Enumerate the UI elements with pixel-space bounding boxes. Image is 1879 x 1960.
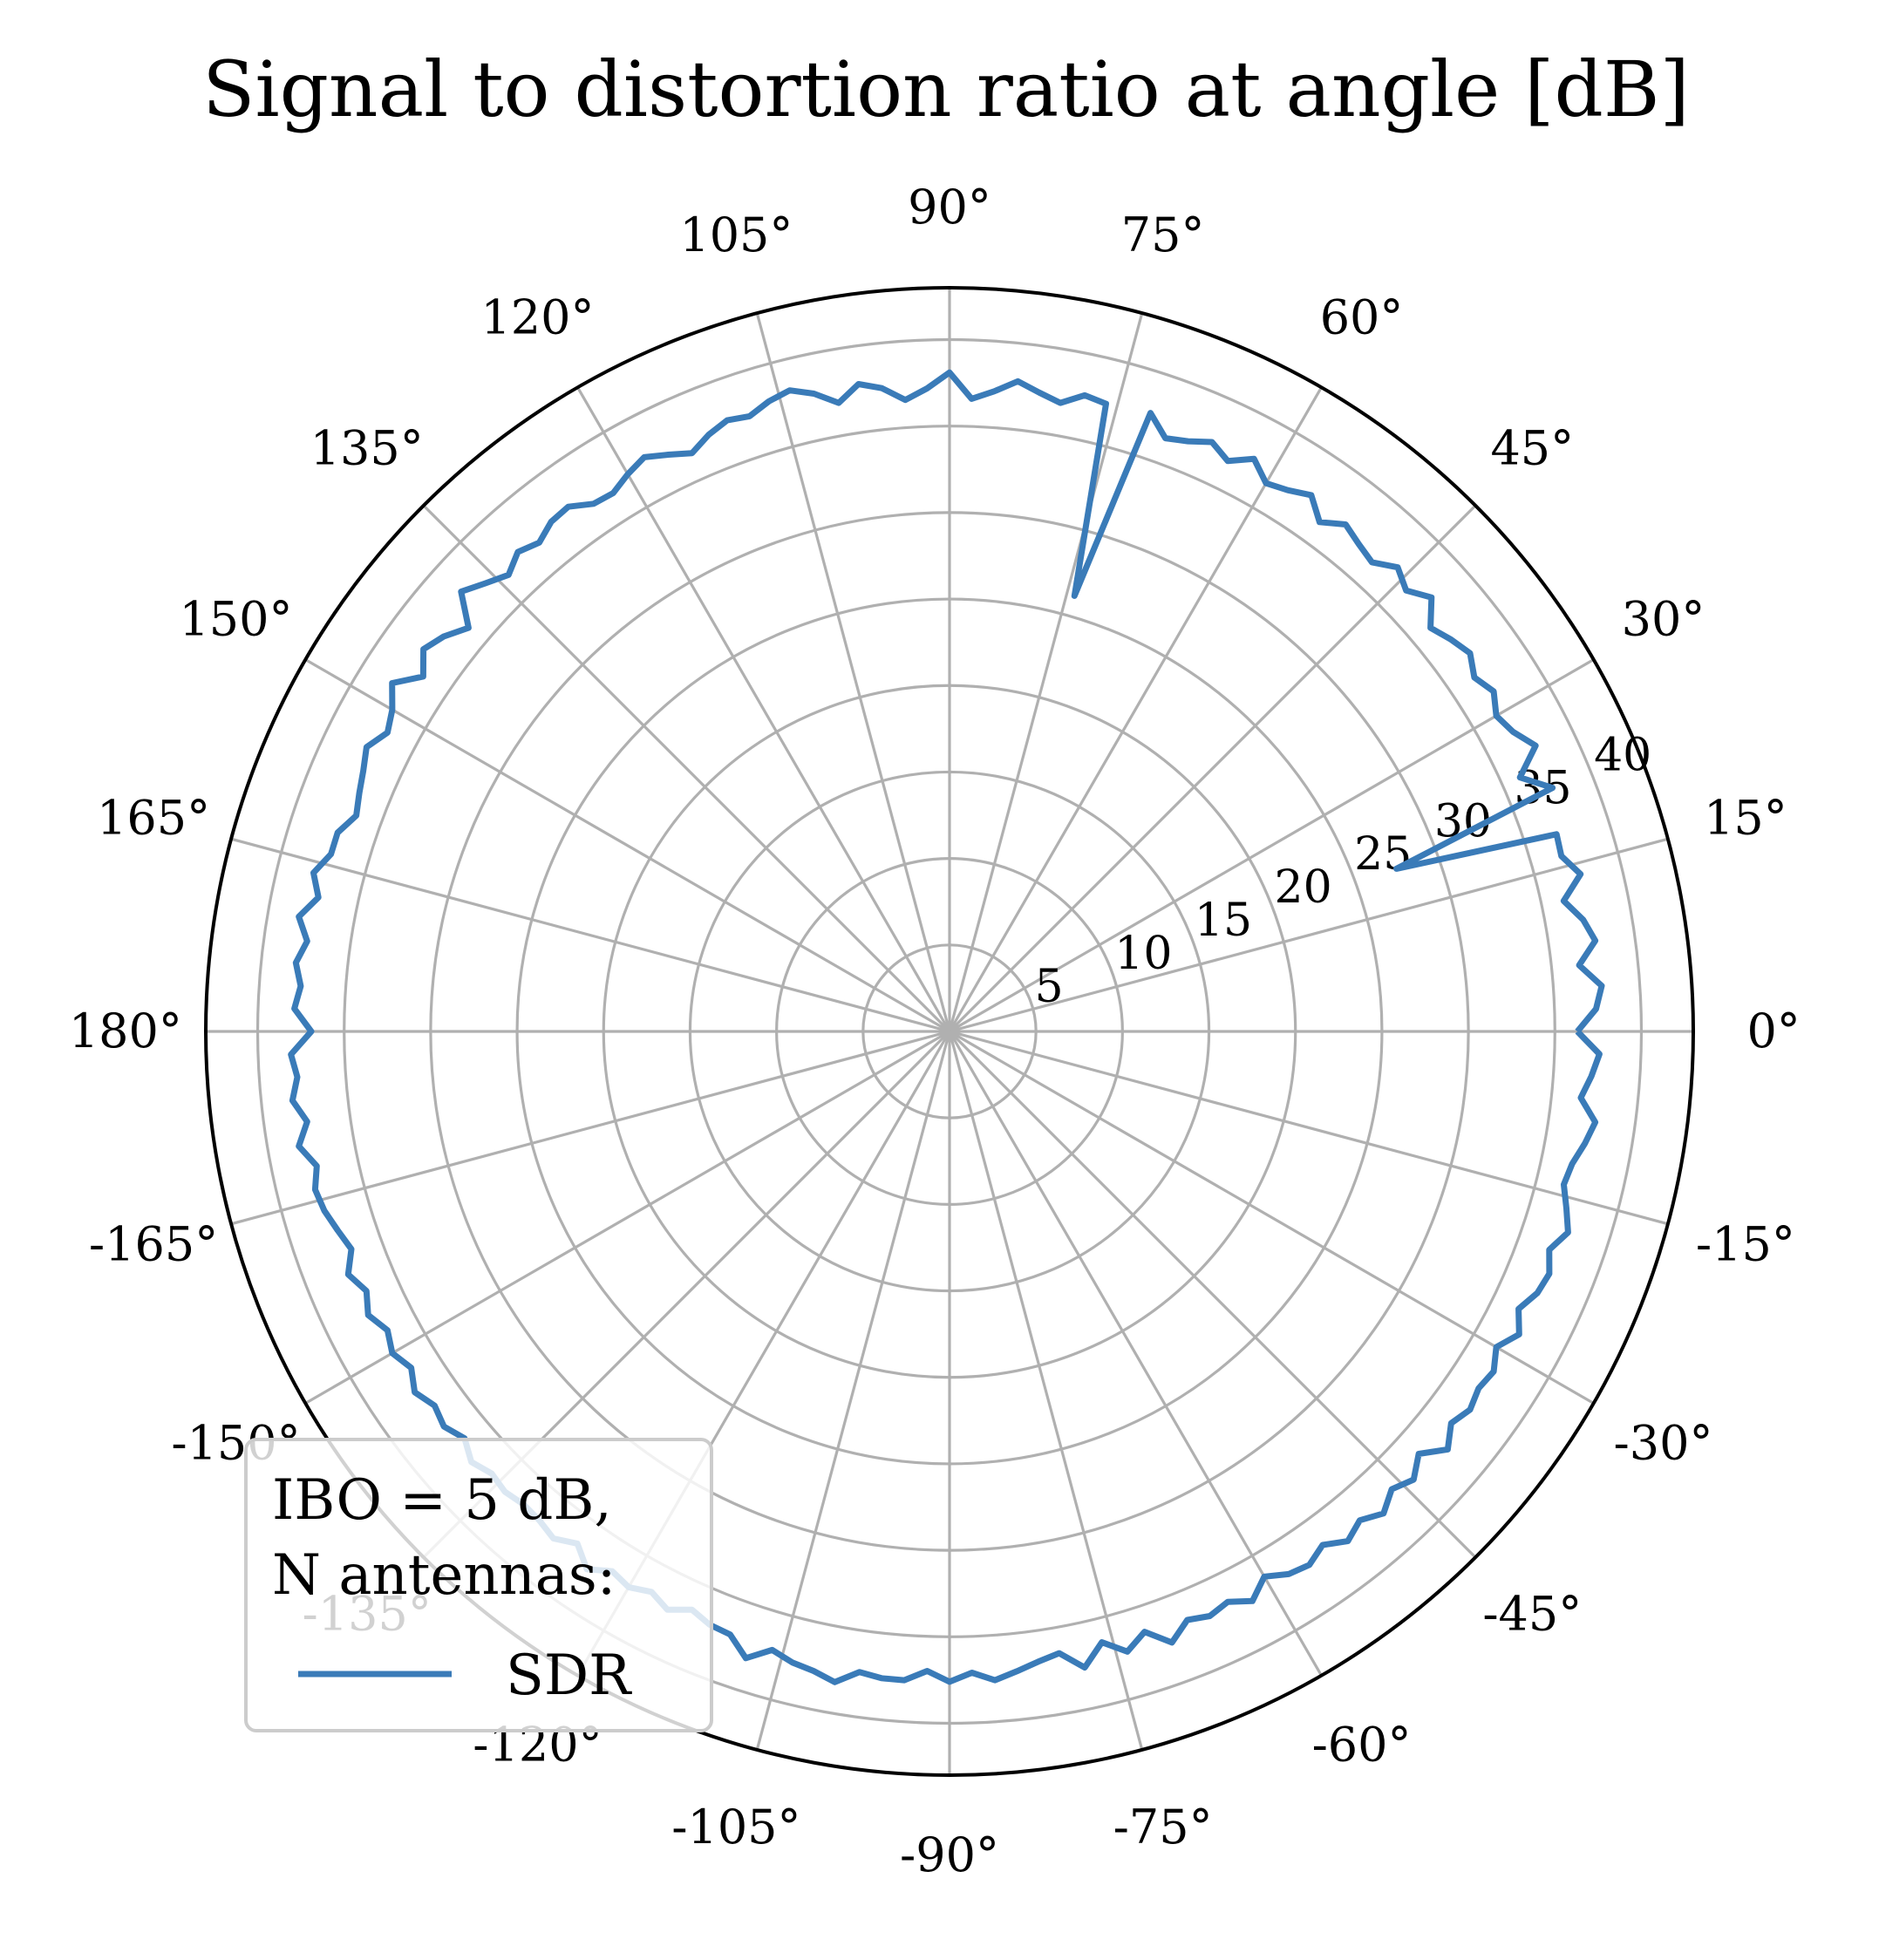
radial-tick-label: 20 [1275, 861, 1332, 914]
angular-tick-label: 75° [1121, 208, 1205, 262]
angular-gridline-19 [948, 1031, 1144, 1751]
angular-gridline-3 [948, 504, 1477, 1033]
polar-outer-boundary [204, 286, 1695, 1777]
angular-tick-label: 105° [679, 208, 793, 262]
series-layer [288, 369, 1605, 1685]
chart-title: Signal to distortion ratio at angle [dB] [202, 44, 1690, 134]
angular-tick-label: 90° [908, 180, 991, 235]
angular-gridline-20 [948, 1031, 1323, 1677]
angular-tick-label: 15° [1704, 790, 1787, 845]
angular-tick-label: -15° [1696, 1217, 1795, 1272]
angular-gridline-2 [949, 658, 1595, 1033]
angular-gridline-10 [304, 658, 950, 1033]
angular-gridline-1 [949, 837, 1669, 1033]
radial-tick-label: 25 [1354, 828, 1412, 881]
legend: IBO = 5 dB, N antennas: SDR [244, 1438, 713, 1732]
angular-tick-label: -75° [1113, 1800, 1213, 1855]
angular-gridline-14 [304, 1030, 950, 1405]
radial-tick-label: 10 [1114, 928, 1172, 980]
angular-tick-label: -30° [1614, 1416, 1713, 1471]
polar-grid [206, 288, 1693, 1775]
angular-tick-label: -60° [1312, 1718, 1412, 1773]
angular-gridline-8 [576, 386, 951, 1032]
angular-tick-label: 0° [1746, 1004, 1800, 1058]
angular-tick-label: 30° [1622, 591, 1705, 646]
angular-tick-label: 180° [69, 1004, 182, 1058]
angular-tick-label: 45° [1490, 421, 1574, 476]
angular-tick-label: 60° [1320, 289, 1404, 344]
angular-gridline-7 [755, 312, 951, 1032]
angular-gridline-21 [948, 1030, 1477, 1559]
angular-tick-label: 120° [480, 289, 594, 344]
angular-gridline-4 [948, 386, 1323, 1032]
angular-tick-label: -105° [671, 1800, 800, 1855]
radial-tick-label: 40 [1594, 729, 1651, 781]
angular-gridline-9 [422, 504, 951, 1033]
legend-entry-sdr: SDR [506, 1644, 632, 1708]
angular-gridline-22 [949, 1030, 1595, 1405]
angular-tick-label: -165° [89, 1217, 218, 1272]
angular-tick-label: -90° [900, 1827, 999, 1882]
angular-tick-label: 135° [310, 421, 424, 476]
angular-gridline-23 [949, 1030, 1669, 1226]
series-line-sdr [288, 369, 1605, 1685]
legend-title-line-1: IBO = 5 dB, [272, 1468, 612, 1533]
angular-gridline-13 [230, 1030, 950, 1226]
angular-tick-label: -45° [1482, 1586, 1582, 1641]
angular-gridline-17 [755, 1031, 951, 1751]
legend-title-line-2: N antennas: [272, 1543, 616, 1608]
legend-box [244, 1438, 713, 1732]
angular-gridline-5 [948, 312, 1144, 1032]
angular-tick-label: 150° [179, 591, 292, 646]
radial-tick-label: 5 [1035, 961, 1064, 1013]
angular-gridline-11 [230, 837, 950, 1033]
angular-tick-label: 165° [97, 790, 210, 845]
radial-tick-label: 15 [1195, 895, 1252, 947]
